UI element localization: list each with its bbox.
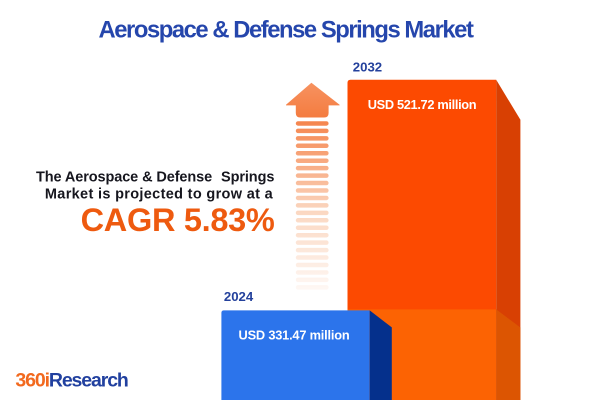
svg-text:USD 331.47 million: USD 331.47 million [239,328,350,343]
svg-text:Market is projected to grow at: Market is projected to grow at a [45,186,274,202]
svg-text:360iResearch: 360iResearch [15,369,128,391]
svg-text:The Aerospace & Defense Spring: The Aerospace & Defense Springs [36,170,274,186]
svg-text:USD 521.72 million: USD 521.72 million [368,97,477,112]
svg-text:CAGR 5.83%: CAGR 5.83% [81,202,275,238]
svg-text:2032: 2032 [353,60,382,75]
svg-text:2024: 2024 [224,289,254,304]
svg-text:Aerospace & Defense Springs Ma: Aerospace & Defense Springs Market [99,17,474,44]
